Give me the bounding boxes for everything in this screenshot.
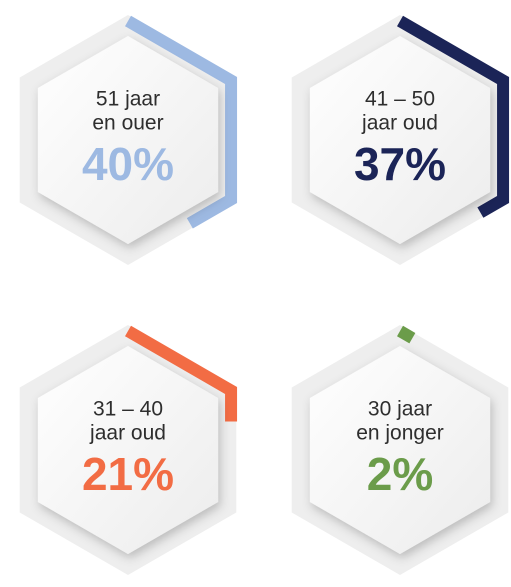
hex-inner	[37, 346, 219, 554]
percent-label: 21%	[82, 448, 174, 500]
hex-inner	[37, 36, 219, 244]
age-label: 41 – 50	[365, 88, 435, 111]
hex-inner	[309, 36, 491, 244]
age-label: en jonger	[356, 422, 444, 445]
age-label: 51 jaar	[96, 88, 160, 111]
percent-label: 40%	[82, 138, 174, 190]
hex-inner	[309, 346, 491, 554]
age-label: 30 jaar	[368, 398, 432, 421]
progress-band	[18, 15, 238, 266]
progress-band	[18, 325, 238, 576]
age-label: en ouer	[92, 112, 163, 135]
progress-band	[290, 15, 510, 266]
age-label: jaar oud	[89, 422, 166, 445]
percent-label: 2%	[367, 448, 433, 500]
percent-label: 37%	[354, 138, 446, 190]
age-label: jaar oud	[361, 112, 438, 135]
age-label: 31 – 40	[93, 398, 163, 421]
